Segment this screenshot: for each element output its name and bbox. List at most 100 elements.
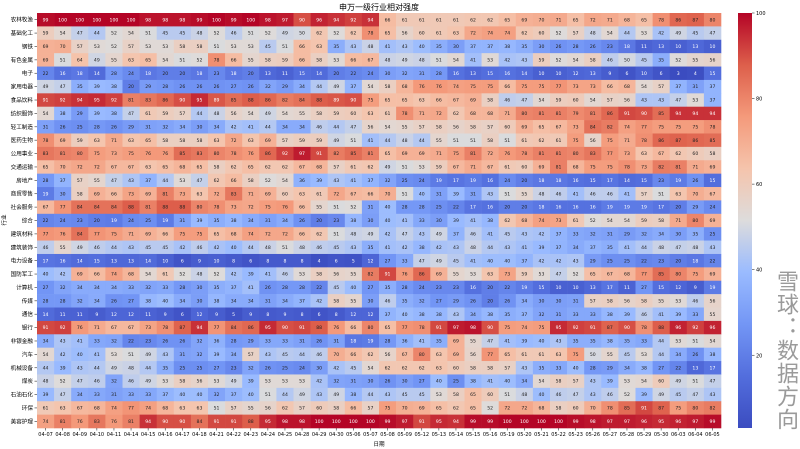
- cell-value-label: 51: [436, 57, 442, 63]
- heatmap-cell: [139, 133, 157, 148]
- heatmap-cell: [122, 374, 140, 389]
- heatmap-cell: [703, 200, 722, 215]
- cell-value-label: 10: [641, 71, 647, 77]
- cell-value-label: 38: [145, 298, 151, 304]
- heatmap-cell: [156, 267, 175, 282]
- heatmap-cell: [515, 253, 534, 268]
- heatmap-cell: [669, 39, 688, 54]
- heatmap-cell: [379, 79, 397, 94]
- heatmap-cell: [173, 227, 192, 241]
- heatmap-cell: [413, 280, 431, 295]
- heatmap-cell: [156, 280, 175, 295]
- cell-value-label: 51: [470, 138, 476, 144]
- cell-value-label: 43: [556, 339, 562, 345]
- heatmap-cell: [208, 120, 226, 134]
- heatmap-cell: [669, 240, 688, 255]
- cell-value-label: 20: [333, 71, 339, 77]
- heatmap-cell: [379, 374, 397, 389]
- heatmap-cell: [550, 347, 568, 362]
- cell-value-label: 59: [316, 138, 322, 144]
- heatmap-cell: [293, 280, 311, 295]
- cell-value-label: 37: [453, 231, 459, 237]
- cell-value-label: 45: [333, 285, 339, 291]
- heatmap-cell: [669, 361, 688, 375]
- heatmap-cell: [532, 387, 551, 402]
- heatmap-cell: [259, 267, 277, 282]
- heatmap-cell: [156, 307, 175, 322]
- cell-value-label: 39: [675, 312, 681, 318]
- heatmap-cell: [208, 374, 226, 389]
- heatmap-cell: [601, 93, 619, 108]
- heatmap-cell: [481, 334, 499, 348]
- heatmap-cell: [344, 39, 363, 54]
- cell-value-label: 49: [94, 57, 100, 63]
- heatmap-cell: [379, 320, 397, 335]
- heatmap-cell: [327, 307, 346, 322]
- heatmap-cell: [430, 347, 448, 362]
- cell-value-label: 90: [162, 419, 168, 425]
- cell-value-label: 18: [539, 178, 545, 184]
- cell-value-label: 39: [607, 379, 613, 385]
- heatmap-cell: [327, 280, 346, 295]
- heatmap-cell: [190, 106, 209, 121]
- heatmap-cell: [310, 227, 328, 241]
- heatmap-cell: [122, 361, 140, 375]
- cell-value-label: 10: [214, 258, 220, 264]
- cell-value-label: 62: [521, 31, 527, 37]
- heatmap-cell: [532, 79, 551, 94]
- heatmap-cell: [635, 334, 653, 348]
- cell-value-label: 90: [299, 17, 305, 23]
- cell-value-label: 69: [436, 272, 442, 278]
- heatmap-cell: [156, 213, 175, 228]
- heatmap-cell: [413, 79, 431, 94]
- cell-value-label: 18: [692, 258, 698, 264]
- x-tick-label: 05-30: [654, 432, 669, 438]
- cell-value-label: 16: [60, 71, 66, 77]
- heatmap-cell: [361, 66, 380, 81]
- cell-value-label: 19: [675, 178, 681, 184]
- x-tick-label: 05-29: [637, 432, 652, 438]
- cell-value-label: 92: [60, 98, 66, 104]
- heatmap-cell: [293, 93, 311, 108]
- cell-value-label: 42: [179, 245, 185, 251]
- heatmap-cell: [464, 53, 482, 67]
- heatmap-cell: [105, 133, 123, 148]
- heatmap-cell: [532, 93, 551, 108]
- cell-value-label: 51: [248, 31, 254, 37]
- heatmap-cell: [686, 66, 705, 81]
- heatmap-cell: [669, 253, 688, 268]
- heatmap-cell: [703, 133, 722, 148]
- heatmap-cell: [225, 120, 243, 134]
- heatmap-cell: [225, 66, 243, 81]
- heatmap-cell: [430, 173, 448, 188]
- cell-value-label: 17: [453, 178, 459, 184]
- cell-value-label: 23: [607, 44, 613, 50]
- heatmap-cell: [447, 39, 465, 54]
- heatmap-cell: [327, 106, 346, 121]
- heatmap-cell: [686, 213, 705, 228]
- cell-value-label: 71: [504, 111, 510, 117]
- heatmap-cell: [652, 93, 670, 108]
- cell-value-label: 13: [128, 258, 134, 264]
- cell-value-label: 85: [658, 272, 664, 278]
- cell-value-label: 48: [350, 231, 356, 237]
- cell-value-label: 25: [453, 379, 459, 385]
- cell-value-label: 67: [350, 191, 356, 197]
- cell-value-label: 34: [231, 352, 237, 358]
- cell-value-label: 85: [624, 406, 630, 412]
- heatmap-cell: [669, 213, 688, 228]
- heatmap-cell: [703, 267, 722, 282]
- cell-value-label: 33: [402, 258, 408, 264]
- heatmap-cell: [652, 401, 670, 415]
- heatmap-cell: [54, 53, 72, 67]
- heatmap-cell: [71, 280, 89, 295]
- cell-value-label: 14: [624, 178, 630, 184]
- heatmap-cell: [601, 213, 619, 228]
- cell-value-label: 100: [127, 17, 136, 23]
- cell-value-label: 48: [590, 31, 596, 37]
- cell-value-label: 97: [453, 325, 459, 331]
- heatmap-cell: [122, 53, 140, 67]
- heatmap-cell: [208, 93, 226, 108]
- heatmap-cell: [635, 13, 653, 27]
- heatmap-cell: [515, 146, 534, 161]
